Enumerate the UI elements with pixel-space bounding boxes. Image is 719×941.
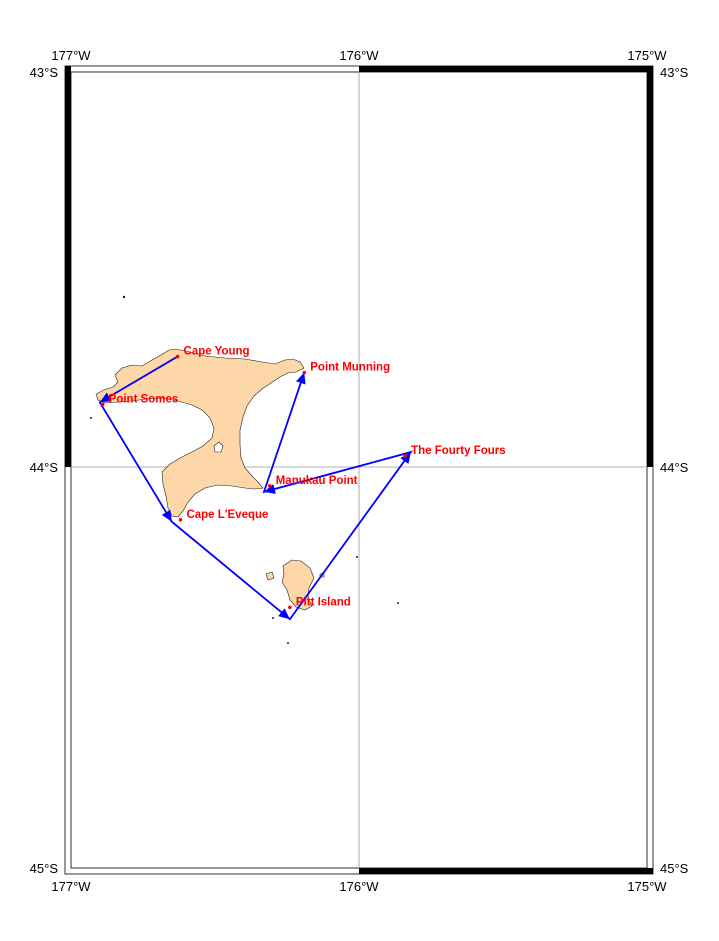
- frame-left-segment-black: [65, 66, 71, 467]
- tick-top-177w: 177°W: [51, 48, 91, 63]
- route-arrowhead: [161, 509, 172, 522]
- place-label: Pitt Island: [296, 596, 351, 608]
- place-marker: [267, 484, 272, 488]
- tick-left-43s: 43°S: [30, 65, 59, 80]
- islet-4: [90, 417, 92, 419]
- islet-7: [287, 642, 289, 644]
- place-marker: [178, 517, 183, 522]
- islet-1: [265, 571, 275, 581]
- route-layer: [98, 355, 414, 621]
- tick-top-176w: 176°W: [339, 48, 379, 63]
- route-arrowhead: [278, 608, 290, 620]
- tick-top-175w: 175°W: [627, 48, 667, 63]
- place-marker: [100, 402, 105, 407]
- route-arrowhead: [296, 372, 306, 385]
- place-label: Manukau Point: [276, 475, 358, 487]
- frame-top-segment-black: [359, 66, 653, 72]
- tick-bottom-177w: 177°W: [51, 879, 91, 894]
- route-arrowhead: [99, 392, 112, 403]
- islet-8: [272, 617, 274, 619]
- route-arrowhead: [400, 452, 411, 464]
- place-label: Cape Young: [184, 346, 250, 358]
- place-label: The Fourty Fours: [411, 445, 506, 457]
- tick-left-45s: 45°S: [30, 861, 59, 876]
- frame-bottom-segment-black: [359, 868, 653, 874]
- tick-bottom-175w: 175°W: [627, 879, 667, 894]
- place-label: Point Munning: [310, 361, 390, 373]
- chatham-island: [95, 348, 305, 518]
- place-marker: [288, 605, 292, 610]
- place-marker: [302, 370, 307, 375]
- frame-right-segment-black: [647, 66, 653, 467]
- route-arrowhead: [263, 484, 276, 494]
- place-label: Point Somes: [109, 393, 179, 405]
- islet-6: [397, 602, 399, 604]
- place-marker: [175, 354, 180, 359]
- places-layer: Cape Young Point Munning Point Somes The Fo…: [100, 346, 506, 610]
- place-label: Cape L'Eveque: [186, 509, 268, 521]
- place-marker: [403, 454, 407, 458]
- tick-bottom-176w: 176°W: [339, 879, 379, 894]
- island-lake: [213, 441, 224, 453]
- tick-right-44s: 44°S: [660, 460, 689, 475]
- tick-left-44s: 44°S: [30, 460, 59, 475]
- islet-5: [356, 556, 358, 558]
- tick-right-43s: 43°S: [660, 65, 689, 80]
- islet-3: [122, 295, 126, 299]
- tick-right-45s: 45°S: [660, 861, 689, 876]
